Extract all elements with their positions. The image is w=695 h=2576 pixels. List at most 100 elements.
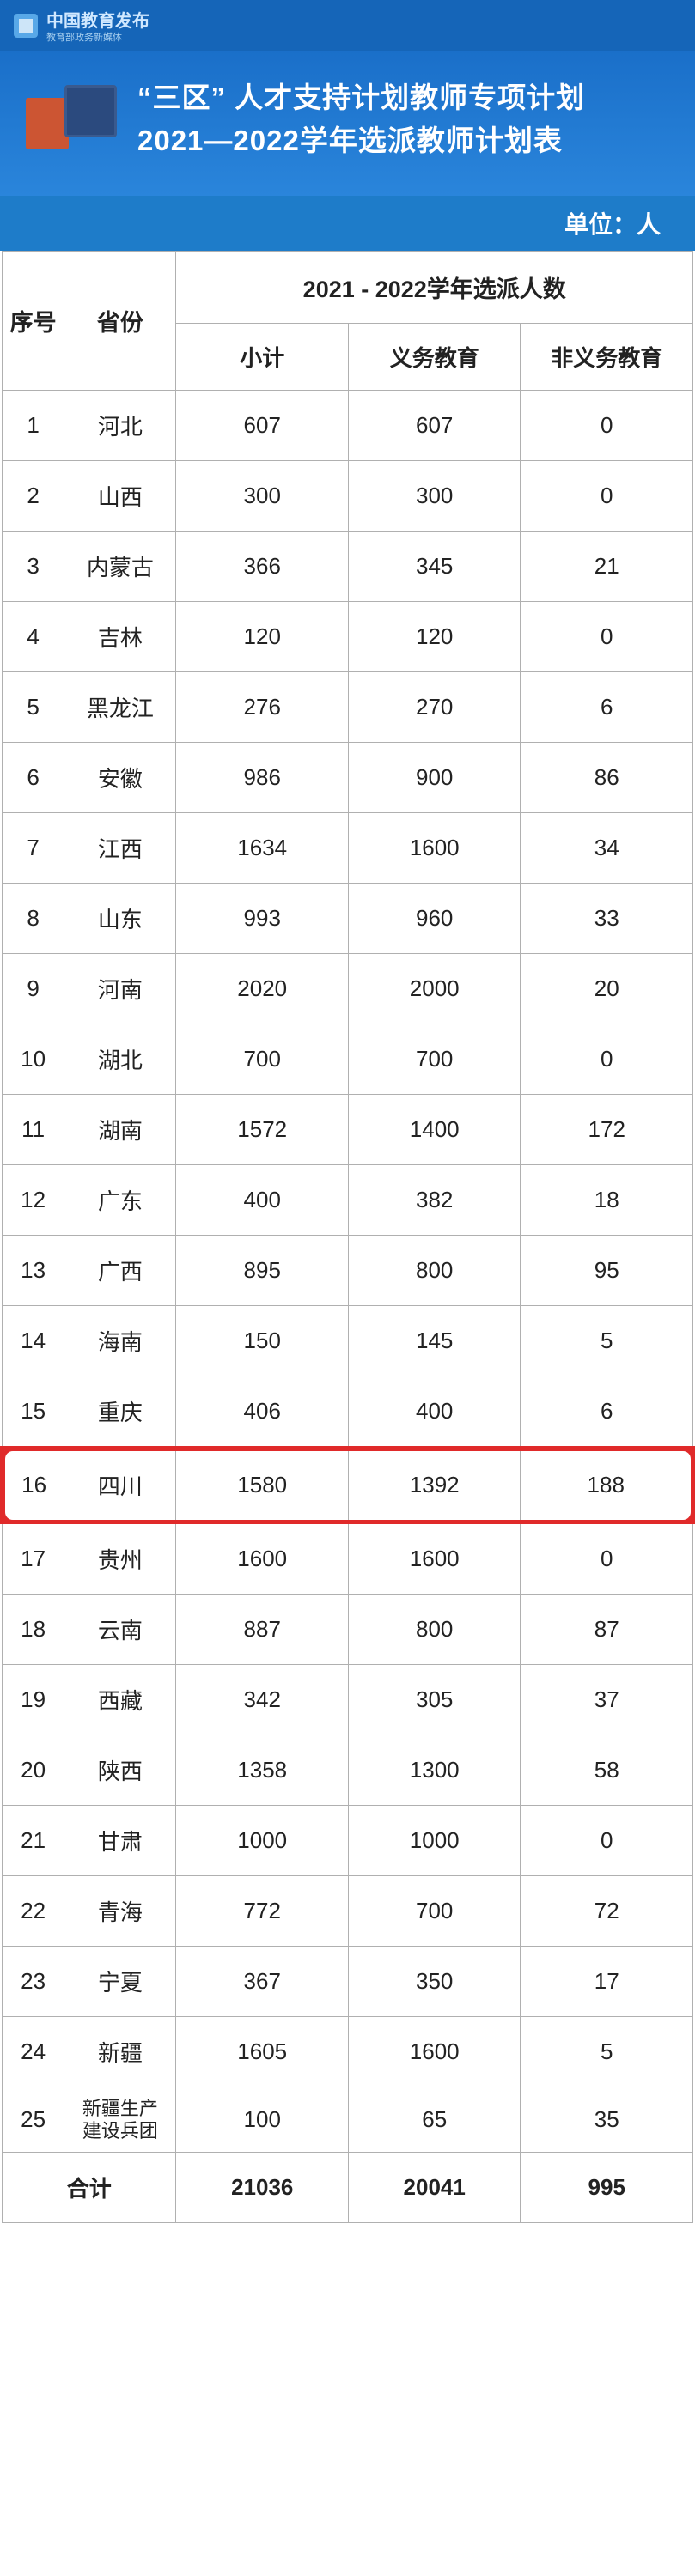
- table-row: 2山西3003000: [3, 461, 693, 532]
- cell-seq: 24: [3, 2017, 64, 2087]
- table-row: 6安徽98690086: [3, 743, 693, 813]
- cell-compulsory: 1392: [348, 1449, 520, 1522]
- cell-province: 山西: [64, 461, 176, 532]
- cell-compulsory: 350: [348, 1947, 520, 2017]
- cell-province: 云南: [64, 1595, 176, 1665]
- logo-bar: 中国教育发布 教育部政务新媒体: [0, 0, 695, 51]
- table-row: 12广东40038218: [3, 1165, 693, 1236]
- logo-sub: 教育部政务新媒体: [46, 30, 149, 44]
- header-seq: 序号: [3, 252, 64, 391]
- cell-subtotal: 895: [176, 1236, 348, 1306]
- cell-province: 甘肃: [64, 1806, 176, 1876]
- cell-province: 河南: [64, 954, 176, 1024]
- cell-subtotal: 1000: [176, 1806, 348, 1876]
- cell-noncompulsory: 0: [521, 461, 693, 532]
- cell-subtotal: 1605: [176, 2017, 348, 2087]
- cell-province: 海南: [64, 1306, 176, 1376]
- cell-subtotal: 150: [176, 1306, 348, 1376]
- cell-province: 黑龙江: [64, 672, 176, 743]
- cell-compulsory: 270: [348, 672, 520, 743]
- cell-province: 吉林: [64, 602, 176, 672]
- header-province: 省份: [64, 252, 176, 391]
- cell-compulsory: 1400: [348, 1095, 520, 1165]
- logo-icon: [14, 14, 38, 38]
- table-row: 24新疆160516005: [3, 2017, 693, 2087]
- cell-seq: 21: [3, 1806, 64, 1876]
- header-subtotal: 小计: [176, 324, 348, 391]
- table-row: 22青海77270072: [3, 1876, 693, 1947]
- cell-noncompulsory: 5: [521, 2017, 693, 2087]
- cell-province: 西藏: [64, 1665, 176, 1735]
- cell-compulsory: 607: [348, 391, 520, 461]
- cell-compulsory: 1600: [348, 813, 520, 884]
- books-computer-icon: [26, 81, 120, 158]
- cell-noncompulsory: 5: [521, 1306, 693, 1376]
- cell-subtotal: 887: [176, 1595, 348, 1665]
- cell-noncompulsory: 21: [521, 532, 693, 602]
- table-row: 16四川15801392188: [3, 1449, 693, 1522]
- cell-compulsory: 1600: [348, 2017, 520, 2087]
- cell-compulsory: 65: [348, 2087, 520, 2153]
- cell-subtotal: 1358: [176, 1735, 348, 1806]
- cell-compulsory: 900: [348, 743, 520, 813]
- cell-noncompulsory: 18: [521, 1165, 693, 1236]
- cell-subtotal: 276: [176, 672, 348, 743]
- cell-subtotal: 100: [176, 2087, 348, 2153]
- cell-province: 重庆: [64, 1376, 176, 1449]
- table-row: 5黑龙江2762706: [3, 672, 693, 743]
- cell-noncompulsory: 6: [521, 1376, 693, 1449]
- table-row: 1河北6076070: [3, 391, 693, 461]
- total-subtotal: 21036: [176, 2153, 348, 2223]
- table-row: 20陕西1358130058: [3, 1735, 693, 1806]
- title-block: “三区” 人才支持计划教师专项计划 2021—2022学年选派教师计划表: [0, 51, 695, 196]
- table-row: 13广西89580095: [3, 1236, 693, 1306]
- cell-compulsory: 1600: [348, 1522, 520, 1595]
- cell-compulsory: 382: [348, 1165, 520, 1236]
- cell-subtotal: 607: [176, 391, 348, 461]
- header-noncompulsory: 非义务教育: [521, 324, 693, 391]
- cell-compulsory: 700: [348, 1876, 520, 1947]
- cell-noncompulsory: 95: [521, 1236, 693, 1306]
- cell-province: 广东: [64, 1165, 176, 1236]
- total-row: 合计2103620041995: [3, 2153, 693, 2223]
- cell-seq: 2: [3, 461, 64, 532]
- cell-compulsory: 1000: [348, 1806, 520, 1876]
- cell-seq: 23: [3, 1947, 64, 2017]
- cell-seq: 6: [3, 743, 64, 813]
- table-row: 7江西1634160034: [3, 813, 693, 884]
- table-row: 9河南2020200020: [3, 954, 693, 1024]
- cell-compulsory: 120: [348, 602, 520, 672]
- cell-noncompulsory: 34: [521, 813, 693, 884]
- cell-seq: 11: [3, 1095, 64, 1165]
- cell-subtotal: 406: [176, 1376, 348, 1449]
- table-row: 14海南1501455: [3, 1306, 693, 1376]
- unit-label: 单位：人: [0, 196, 695, 251]
- header-group: 2021 - 2022学年选派人数: [176, 252, 693, 324]
- cell-noncompulsory: 20: [521, 954, 693, 1024]
- cell-province: 宁夏: [64, 1947, 176, 2017]
- cell-province: 青海: [64, 1876, 176, 1947]
- cell-noncompulsory: 37: [521, 1665, 693, 1735]
- cell-seq: 12: [3, 1165, 64, 1236]
- table-row: 3内蒙古36634521: [3, 532, 693, 602]
- cell-province: 广西: [64, 1236, 176, 1306]
- page-header: 中国教育发布 教育部政务新媒体 “三区” 人才支持计划教师专项计划 2021—2…: [0, 0, 695, 251]
- cell-subtotal: 342: [176, 1665, 348, 1735]
- cell-noncompulsory: 172: [521, 1095, 693, 1165]
- cell-subtotal: 772: [176, 1876, 348, 1947]
- header-compulsory: 义务教育: [348, 324, 520, 391]
- cell-noncompulsory: 86: [521, 743, 693, 813]
- table-row: 18云南88780087: [3, 1595, 693, 1665]
- cell-subtotal: 367: [176, 1947, 348, 2017]
- cell-subtotal: 1634: [176, 813, 348, 884]
- cell-noncompulsory: 87: [521, 1595, 693, 1665]
- cell-province: 新疆: [64, 2017, 176, 2087]
- cell-compulsory: 305: [348, 1665, 520, 1735]
- cell-subtotal: 400: [176, 1165, 348, 1236]
- table-row: 10湖北7007000: [3, 1024, 693, 1095]
- cell-compulsory: 800: [348, 1236, 520, 1306]
- cell-subtotal: 1600: [176, 1522, 348, 1595]
- cell-noncompulsory: 58: [521, 1735, 693, 1806]
- cell-noncompulsory: 0: [521, 602, 693, 672]
- cell-compulsory: 2000: [348, 954, 520, 1024]
